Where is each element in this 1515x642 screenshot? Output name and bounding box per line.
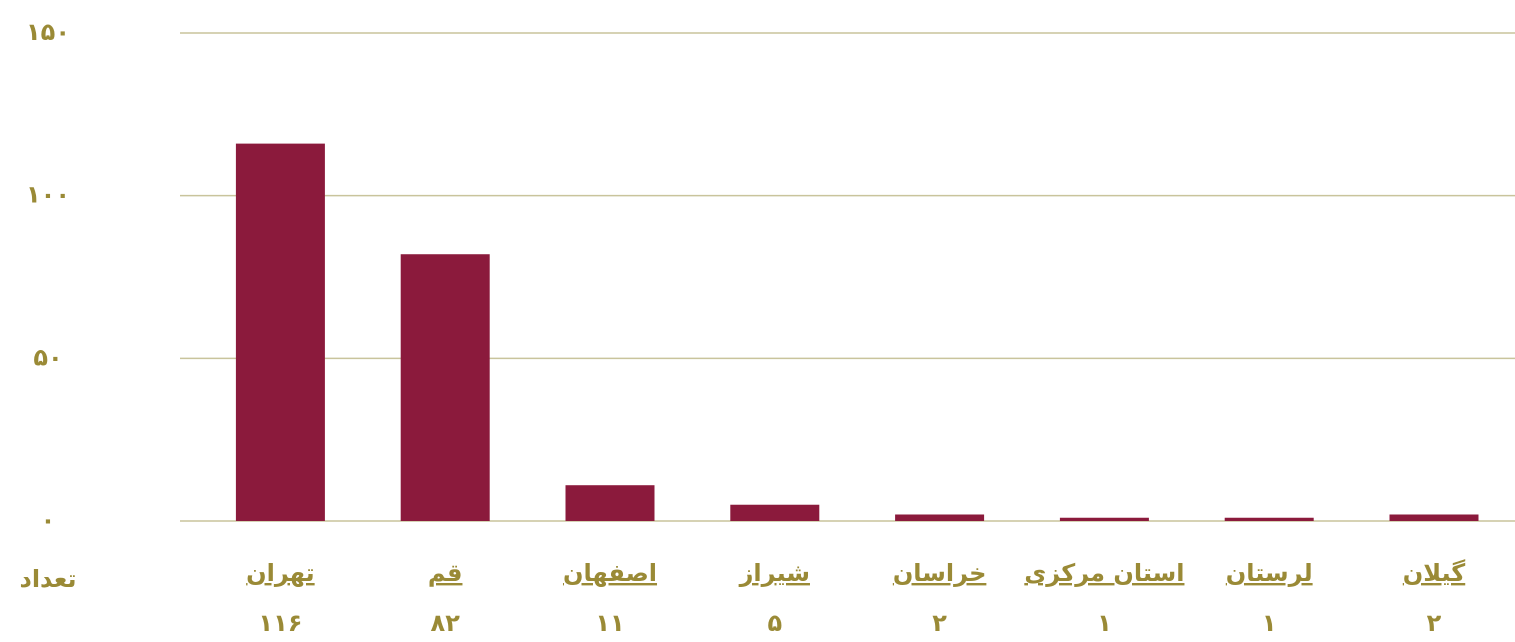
value-label: ۱ — [1097, 609, 1112, 637]
bar — [1059, 517, 1149, 521]
value-label: ۱۱۶ — [258, 609, 302, 637]
x-tick-label[interactable]: استان مرکزی — [1024, 559, 1184, 587]
y-tick-label: ۰ — [41, 506, 56, 534]
value-label: ۸۲ — [431, 609, 461, 637]
value-label: ۲ — [1427, 609, 1442, 637]
bar — [565, 485, 655, 521]
bar — [400, 254, 490, 521]
bar — [1224, 517, 1314, 521]
x-tick-label[interactable]: گیلان — [1403, 559, 1466, 587]
x-tick-label[interactable]: قم — [428, 559, 463, 587]
y-tick-label: ۱۰۰ — [26, 181, 70, 209]
x-tick-label[interactable]: تهران — [246, 559, 315, 587]
value-label: ۲ — [932, 609, 947, 637]
value-label: ۱۱ — [595, 609, 624, 637]
x-tick-label[interactable]: اصفهان — [563, 559, 657, 587]
y-tick-label: ۵۰ — [33, 343, 62, 371]
y-tick-label: ۱۵۰ — [26, 18, 70, 46]
x-tick-label[interactable]: خراسان — [893, 559, 987, 587]
value-label: ۵ — [767, 609, 782, 637]
y-axis-label: تعداد — [20, 565, 77, 593]
bar — [235, 143, 325, 521]
bar — [1389, 514, 1479, 521]
value-label: ۱ — [1262, 609, 1277, 637]
bar — [895, 514, 985, 521]
x-tick-label[interactable]: شیراز — [739, 559, 810, 587]
bar — [730, 504, 820, 521]
x-tick-label[interactable]: لرستان — [1226, 559, 1313, 587]
